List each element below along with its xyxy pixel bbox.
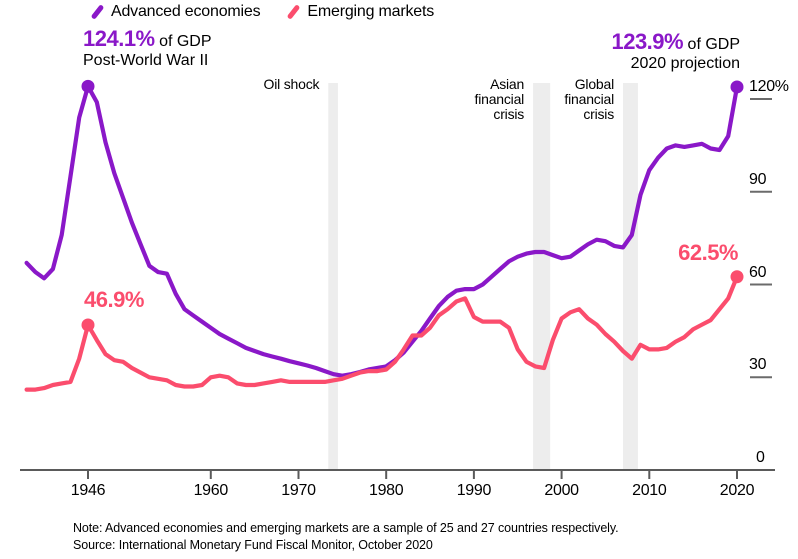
endpoint-dot [730, 270, 744, 284]
footnotes: Note: Advanced economies and emerging ma… [73, 520, 619, 553]
advanced-peak-caption: Post-World War II [83, 52, 209, 69]
y-tick-label: 120% [749, 78, 789, 95]
legend-label-advanced: Advanced economies [111, 3, 261, 20]
endpoint-dot [81, 318, 95, 332]
event-label: Oil shock [263, 76, 320, 92]
y-tick-label: 0 [756, 449, 765, 466]
annotation-emerging-peak: 46.9% [84, 287, 144, 312]
endpoint-dot [81, 79, 95, 93]
event-label: Asian financial crisis [474, 76, 525, 122]
annotation-advanced-peak-line1: 124.1% of GDP [83, 28, 212, 52]
legend: Advanced economies Emerging markets [90, 3, 434, 21]
y-tick-label: 60 [749, 263, 767, 281]
y-tick-label: 90 [749, 170, 767, 188]
annotation-emerging-latest: 62.5% [678, 240, 738, 265]
x-tick-label: 2020 [719, 482, 755, 499]
x-tick-label: 2000 [544, 482, 579, 499]
advanced-line [24, 84, 740, 378]
annotation-advanced-peak: 124.1% of GDP Post-World War II [83, 28, 212, 70]
advanced-peak-unit: of GDP [154, 33, 212, 50]
emerging-line [24, 274, 740, 392]
advanced-peak-value: 124.1% [83, 26, 155, 51]
advanced-latest-unit: of GDP [683, 36, 740, 53]
legend-label-emerging: Emerging markets [307, 3, 435, 20]
source-line: Source: International Monetary Fund Fisc… [73, 537, 433, 552]
crisis-band [328, 83, 338, 470]
annotation-advanced-latest-line1: 123.9% of GDP [611, 31, 740, 55]
annotation-advanced-latest: 123.9% of GDP 2020 projection [611, 31, 740, 73]
x-tick-label: 1970 [281, 482, 316, 499]
advanced-series-slash-icon [90, 4, 105, 20]
legend-item-advanced: Advanced economies [90, 3, 261, 21]
advanced-latest-value: 123.9% [611, 29, 684, 54]
y-tick-label: 30 [749, 356, 767, 374]
x-tick-label: 1980 [368, 482, 404, 499]
advanced-latest-caption: 2020 projection [630, 55, 740, 72]
crisis-band [622, 83, 638, 470]
emerging-series-slash-icon [286, 4, 301, 20]
x-tick-label: 1990 [456, 482, 492, 499]
note-line: Note: Advanced economies and emerging ma… [73, 521, 619, 535]
legend-item-emerging: Emerging markets [286, 3, 434, 21]
crisis-band [533, 83, 551, 470]
x-tick-label: 1946 [70, 482, 106, 499]
x-tick-label: 2010 [632, 482, 667, 499]
x-tick-label: 1960 [193, 482, 229, 499]
endpoint-dot [730, 80, 744, 94]
event-label: Global financial crisis [564, 76, 614, 122]
